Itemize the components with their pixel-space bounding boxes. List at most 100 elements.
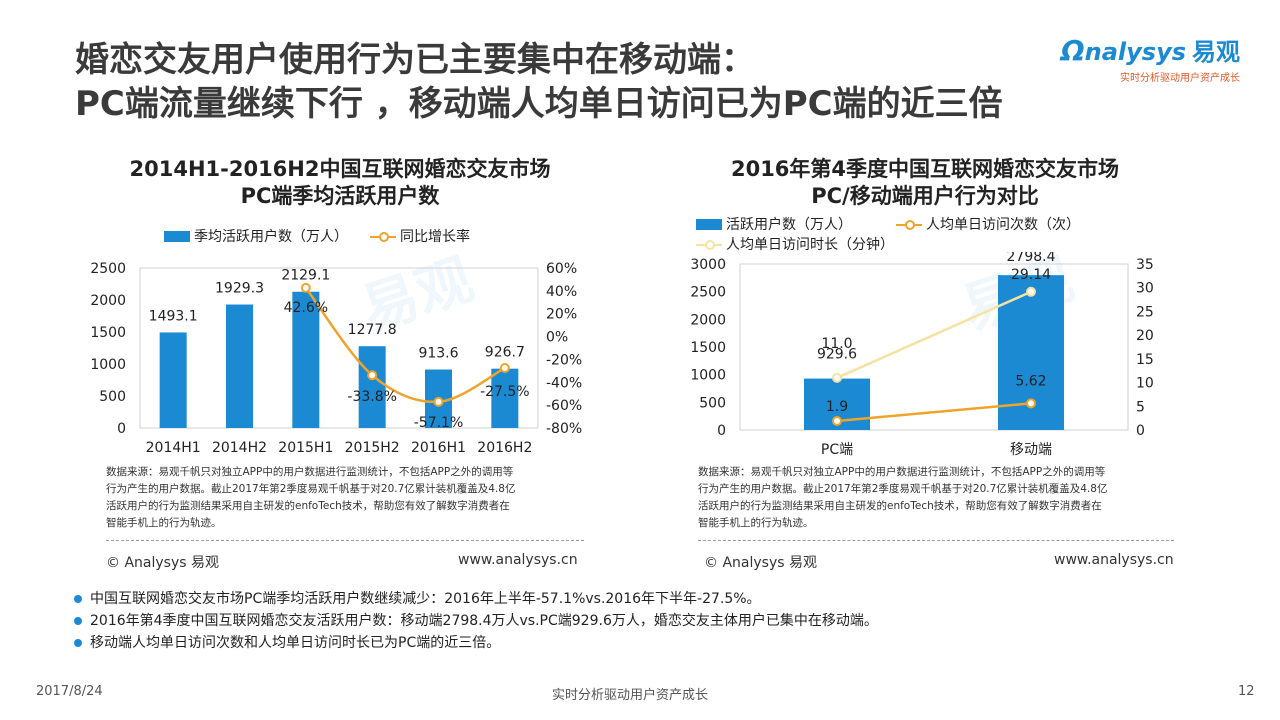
right-chart-legend: 活跃用户数（万人） 人均单日访问次数（次） 人均单日访问时长（分钟） <box>696 214 1080 254</box>
right-website[interactable]: www.analysys.cn <box>1054 552 1174 568</box>
data-label: 1493.1 <box>149 308 198 324</box>
data-label: 929.6 <box>817 347 857 363</box>
bullet-item: 中国互联网婚恋交友市场PC端季均活跃用户数继续减少：2016年上半年-57.1%… <box>74 588 878 610</box>
y-right-tick-label: -60% <box>546 398 582 414</box>
data-label: 5.62 <box>1015 373 1046 389</box>
left-source-line-4: 智能手机上的行为轨迹。 <box>106 517 222 529</box>
data-label: 2798.4 <box>1007 252 1056 265</box>
legend-bar-item: 季均活跃用户数（万人） <box>164 226 348 246</box>
data-label: 926.7 <box>485 345 525 361</box>
title-line-2: PC端流量继续下行 ，移动端人均单日访问已为PC端的近三倍 <box>75 84 1003 124</box>
x-tick-label: 移动端 <box>1010 442 1052 458</box>
right-data-source: 数据来源：易观千帆只对独立APP中的用户数据进行监测统计，不包括APP之外的调用… <box>698 464 1178 532</box>
left-source-line-2: 行为产生的用户数据。截止2017年第2季度易观千帆基于对20.7亿累计装机覆盖及… <box>106 483 516 495</box>
left-source-line-3: 活跃用户的行为监测结果采用自主研发的enfoTech技术，帮助您有效了解数字消费… <box>106 500 510 512</box>
legend-active-users-label: 活跃用户数（万人） <box>726 217 852 233</box>
logo-name: nalysys <box>1084 38 1186 66</box>
x-tick-label: PC端 <box>821 442 853 458</box>
y-left-tick-label: 2000 <box>90 293 126 309</box>
data-label: 1.9 <box>826 399 848 415</box>
logo-name-cn: 易观 <box>1192 38 1240 66</box>
line-point <box>1026 286 1036 297</box>
right-chart-title-line-2: PC/移动端用户行为对比 <box>811 184 1039 208</box>
legend-line-label: 同比增长率 <box>400 229 470 245</box>
y-right-tick-label: 25 <box>1136 304 1154 320</box>
legend-bar-swatch <box>164 230 190 242</box>
right-source-line-2: 行为产生的用户数据。截止2017年第2季度易观千帆基于对20.7亿累计装机覆盖及… <box>698 483 1108 495</box>
legend-line-item: 同比增长率 <box>370 226 470 246</box>
data-label: 29.14 <box>1011 267 1051 283</box>
data-label: -27.5% <box>480 384 530 400</box>
legend-line-swatch <box>370 231 396 242</box>
summary-bullets: 中国互联网婚恋交友市场PC端季均活跃用户数继续减少：2016年上半年-57.1%… <box>74 588 878 654</box>
left-data-source: 数据来源：易观千帆只对独立APP中的用户数据进行监测统计，不包括APP之外的调用… <box>106 464 586 532</box>
y-right-tick-label: -80% <box>546 421 582 437</box>
left-chart-title-line-1: 2014H1-2016H2中国互联网婚恋交友市场 <box>129 157 551 181</box>
footer-date: 2017/8/24 <box>36 684 103 699</box>
legend-visits: 人均单日访问次数（次） <box>896 214 1080 234</box>
left-source-line-1: 数据来源：易观千帆只对独立APP中的用户数据进行监测统计，不包括APP之外的调用… <box>106 466 514 478</box>
left-website[interactable]: www.analysys.cn <box>458 552 578 568</box>
bullet-item: 移动端人均单日访问次数和人均单日访问时长已为PC端的近三倍。 <box>74 632 878 654</box>
series-line <box>304 287 506 404</box>
logo-wordmark: Ωnalysys 易观 <box>1061 32 1240 67</box>
legend-duration-label: 人均单日访问时长（分钟） <box>726 237 894 253</box>
y-right-tick-label: -40% <box>546 375 582 391</box>
x-tick-label: 2014H1 <box>146 440 201 456</box>
bar <box>159 332 187 428</box>
series-line <box>836 290 1032 379</box>
y-left-tick-label: 1500 <box>690 340 726 356</box>
legend-visits-swatch <box>896 219 922 230</box>
y-right-tick-label: 30 <box>1136 281 1154 297</box>
data-label: 913.6 <box>418 346 458 362</box>
y-right-tick-label: 20 <box>1136 328 1154 344</box>
data-label: 42.6% <box>284 300 328 316</box>
logo-swoosh-icon: Ω <box>1060 34 1085 67</box>
y-right-tick-label: 5 <box>1136 399 1145 415</box>
y-right-tick-label: 10 <box>1136 376 1154 392</box>
left-combo-chart: 0 500 1000 1500 2000 2500 -80% -60% -40% -20% 0% 20… <box>90 261 582 456</box>
y-right-tick-label: 40% <box>546 284 577 300</box>
data-label: -33.8% <box>347 389 397 405</box>
bar <box>491 368 519 428</box>
left-chart-title-line-2: PC端季均活跃用户数 <box>240 184 440 208</box>
y-right-tick-label: 0 <box>1136 423 1145 439</box>
left-chart-legend: 季均活跃用户数（万人） 同比增长率 <box>164 226 470 246</box>
y-left-tick-label: 2500 <box>690 285 726 301</box>
line-point <box>832 415 842 426</box>
legend-active-users-swatch <box>696 218 722 230</box>
plot-frame <box>139 267 539 429</box>
y-left-tick-label: 0 <box>717 423 726 439</box>
legend-duration-swatch <box>696 239 722 250</box>
left-divider <box>106 540 584 541</box>
right-divider <box>698 540 1174 541</box>
right-source-line-3: 活跃用户的行为监测结果采用自主研发的enfoTech技术，帮助您有效了解数字消费… <box>698 500 1102 512</box>
footer-tagline: 实时分析驱动用户资产成长 <box>552 688 709 703</box>
x-tick-label: 2015H2 <box>345 440 400 456</box>
title-line-1: 婚恋交友用户使用行为已主要集中在移动端： <box>75 40 755 80</box>
bar <box>292 291 320 428</box>
slide-title: 婚恋交友用户使用行为已主要集中在移动端： PC端流量继续下行 ，移动端人均单日访… <box>75 38 1003 126</box>
y-left-tick-label: 500 <box>99 389 126 405</box>
data-label: -57.1% <box>414 415 464 431</box>
left-credit: © Analysys 易观 <box>106 555 219 571</box>
data-label: 1277.8 <box>348 322 397 338</box>
left-chart-title: 2014H1-2016H2中国互联网婚恋交友市场 PC端季均活跃用户数 <box>70 156 610 210</box>
y-right-tick-label: 0% <box>546 330 568 346</box>
y-left-tick-label: 1000 <box>90 357 126 373</box>
legend-visits-label: 人均单日访问次数（次） <box>926 217 1080 233</box>
y-right-tick-label: 15 <box>1136 352 1154 368</box>
legend-bar-label: 季均活跃用户数（万人） <box>194 229 348 245</box>
y-left-tick-label: 1000 <box>690 368 726 384</box>
bullet-item: 2016年第4季度中国互联网婚恋交友活跃用户数：移动端2798.4万人vs.PC… <box>74 610 878 632</box>
right-combo-chart: 0 500 1000 1500 2000 2500 3000 0 5 10 15 20 25 30 35 PC… <box>690 252 1154 458</box>
x-tick-label: 2016H1 <box>411 440 466 456</box>
logo-tagline: 实时分析驱动用户资产成长 <box>1120 73 1240 84</box>
y-left-tick-label: 3000 <box>690 257 726 273</box>
page-number: 12 <box>1238 684 1255 699</box>
series-line <box>836 402 1032 423</box>
y-right-tick-label: 35 <box>1136 257 1154 273</box>
y-left-tick-label: 1500 <box>90 325 126 341</box>
line-point <box>499 363 510 373</box>
y-left-tick-label: 2500 <box>90 261 126 277</box>
